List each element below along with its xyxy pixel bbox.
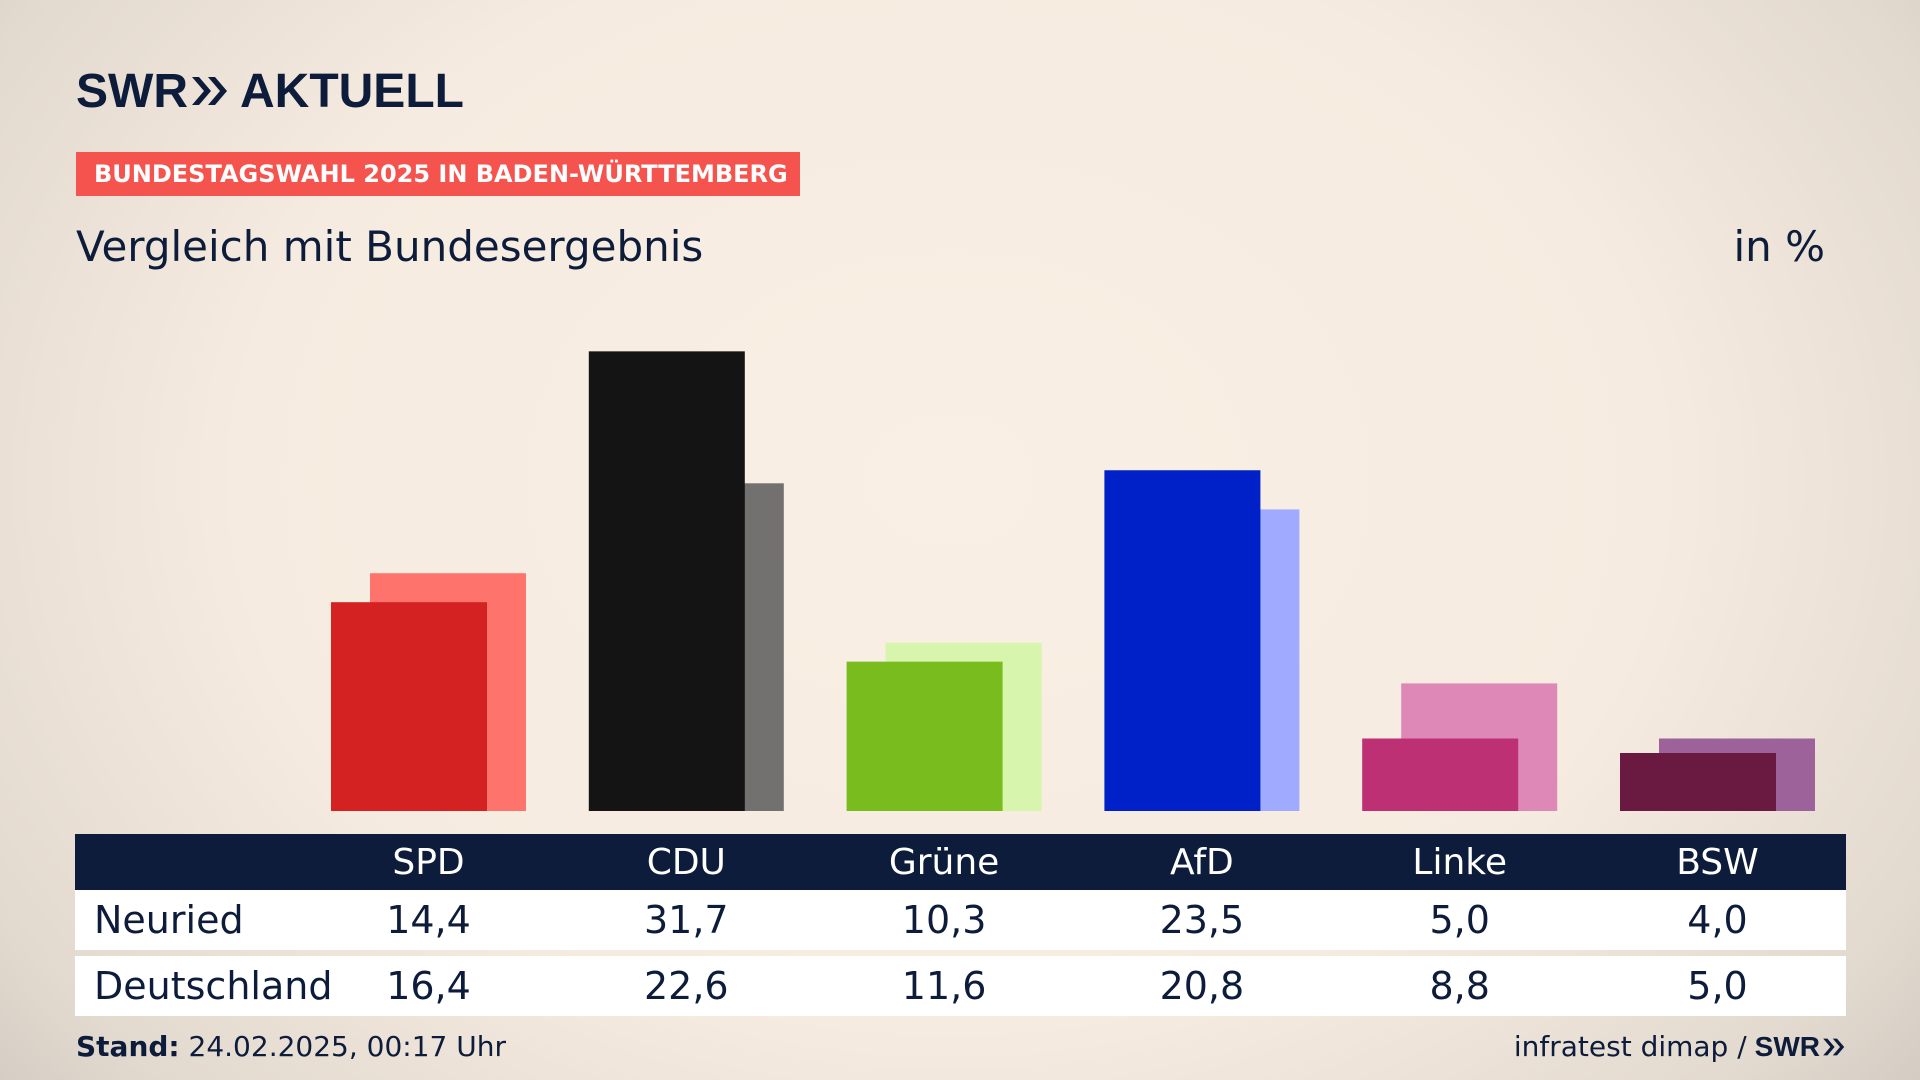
category-label-linke: Linke xyxy=(1412,841,1507,883)
source-credit: infratest dimap / SWR xyxy=(1514,1030,1846,1063)
table-header-row: SPD CDU Grüne AfD Linke BSW xyxy=(75,834,1846,890)
bar-neuried-afd xyxy=(1104,470,1261,811)
value-cell: 4,0 xyxy=(1687,898,1748,942)
swr-aktuell-logo: SWR AKTUELL xyxy=(76,64,464,118)
value-cell: 14,4 xyxy=(386,898,471,942)
brand-suffix: AKTUELL xyxy=(239,64,464,118)
bar-neuried-spd xyxy=(331,602,487,811)
swr-small-logo: SWR xyxy=(1755,1031,1846,1063)
table-row-neuried: Neuried 14,4 31,7 10,3 23,5 5,0 4,0 xyxy=(75,890,1846,950)
double-chevron-icon xyxy=(191,77,227,105)
category-label-bsw: BSW xyxy=(1676,841,1759,883)
double-chevron-icon xyxy=(1823,1038,1845,1055)
timestamp: Stand: 24.02.2025, 00:17 Uhr xyxy=(76,1030,506,1063)
value-cell: 23,5 xyxy=(1159,898,1245,942)
bar-neuried-bsw xyxy=(1620,753,1776,811)
value-cell: 8,8 xyxy=(1429,964,1490,1008)
value-cell: 10,3 xyxy=(901,898,987,942)
source-text: infratest dimap / xyxy=(1513,1030,1747,1063)
bar-neuried-grüne xyxy=(846,661,1003,811)
value-cell: 16,4 xyxy=(386,964,471,1008)
chart-subtitle: Vergleich mit Bundesergebnis xyxy=(76,222,704,271)
brand-name: SWR xyxy=(76,64,188,118)
value-cell: 5,0 xyxy=(1429,898,1490,942)
election-badge: BUNDESTAGSWAHL 2025 IN BADEN-WÜRTTEMBERG xyxy=(76,152,800,196)
category-label-spd: SPD xyxy=(392,841,465,883)
timestamp-label: Stand: xyxy=(76,1030,180,1063)
table-row-deutschland: Deutschland 16,4 22,6 11,6 20,8 8,8 5,0 xyxy=(75,956,1846,1016)
value-cell: 20,8 xyxy=(1159,964,1245,1008)
unit-label: in % xyxy=(1733,222,1825,271)
value-cell: 11,6 xyxy=(901,964,987,1008)
category-label-afd: AfD xyxy=(1170,841,1234,883)
bar-neuried-linke xyxy=(1362,738,1519,811)
row-label: Deutschland xyxy=(94,964,333,1008)
category-label-grüne: Grüne xyxy=(888,841,1000,883)
row-label: Neuried xyxy=(94,898,244,942)
swr-small-text: SWR xyxy=(1754,1030,1820,1062)
value-cell: 31,7 xyxy=(643,898,729,942)
category-label-cdu: CDU xyxy=(646,841,726,883)
results-table: SPD CDU Grüne AfD Linke BSW Neuried 14,4 31,7 1… xyxy=(75,834,1846,1016)
timestamp-value: 24.02.2025, 00:17 Uhr xyxy=(188,1030,506,1063)
value-cell: 5,0 xyxy=(1687,964,1748,1008)
bar-neuried-cdu xyxy=(588,351,745,811)
value-cell: 22,6 xyxy=(643,964,729,1008)
